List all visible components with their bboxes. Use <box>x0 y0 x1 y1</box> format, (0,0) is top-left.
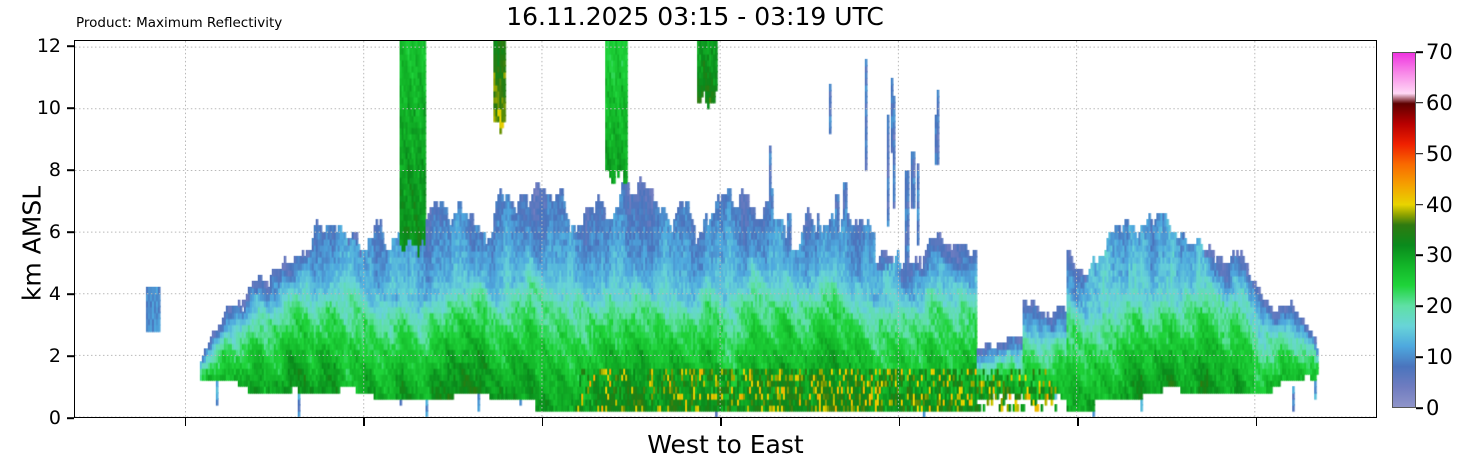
colorbar-tick-label: 70 <box>1426 40 1453 64</box>
y-tick-label: 4 <box>48 283 61 306</box>
x-axis <box>74 418 1377 428</box>
y-tick-label: 6 <box>48 221 61 244</box>
y-tick-mark <box>67 417 74 419</box>
x-tick-mark <box>720 418 722 426</box>
y-tick-label: 0 <box>48 407 61 429</box>
colorbar-tick-mark <box>1416 407 1423 409</box>
product-annotation: Product: Maximum Reflectivity <box>76 15 283 31</box>
colorbar-tick-label: 50 <box>1426 141 1453 166</box>
colorbar-tick-mark <box>1416 102 1423 104</box>
page-title: 16.11.2025 03:15 - 03:19 UTC <box>506 2 884 31</box>
y-tick-mark <box>67 169 74 171</box>
y-tick-label: 12 <box>36 35 61 58</box>
colorbar-tick-mark <box>1416 254 1423 257</box>
colorbar: 0 10 20 30 40 50 60 70 <box>1392 40 1453 420</box>
x-tick-mark <box>898 418 901 426</box>
y-tick-mark <box>67 293 74 295</box>
x-axis-label: West to East <box>647 430 804 459</box>
colorbar-tick-mark <box>1416 203 1423 206</box>
y-axis: 0 2 4 6 8 10 12 <box>0 35 74 429</box>
x-tick-mark <box>1255 418 1258 426</box>
colorbar-tick-mark <box>1416 51 1423 53</box>
y-tick-label: 8 <box>48 159 61 182</box>
colorbar-tick-label: 20 <box>1426 294 1453 319</box>
y-tick-mark <box>67 45 74 47</box>
colorbar-tick-label: 30 <box>1426 243 1453 268</box>
x-tick-mark <box>363 418 365 426</box>
colorbar-tick-mark <box>1416 356 1423 358</box>
colorbar-tick-label: 10 <box>1426 345 1453 370</box>
x-tick-mark <box>541 418 544 426</box>
y-tick-mark <box>67 355 74 357</box>
y-tick-mark <box>67 107 74 109</box>
reflectivity-heatmap <box>75 41 1376 417</box>
colorbar-tick-mark <box>1416 305 1423 308</box>
plot-area <box>74 40 1377 418</box>
colorbar-gradient <box>1392 52 1416 408</box>
y-tick-mark <box>67 231 74 233</box>
colorbar-tick-label: 60 <box>1426 90 1453 115</box>
y-axis-label: km AMSL <box>17 185 47 302</box>
y-tick-label: 10 <box>36 97 61 120</box>
y-tick-label: 2 <box>48 345 61 368</box>
x-tick-mark <box>184 418 187 426</box>
x-tick-mark <box>1077 418 1079 426</box>
colorbar-tick-label: 0 <box>1426 396 1440 420</box>
colorbar-tick-label: 40 <box>1426 192 1453 217</box>
colorbar-tick-mark <box>1416 152 1423 155</box>
